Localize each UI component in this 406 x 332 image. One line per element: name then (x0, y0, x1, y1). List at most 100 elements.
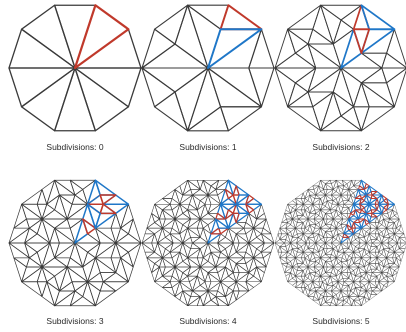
highlight-triangle-blue (94, 179, 117, 196)
mesh-triangle (115, 233, 142, 244)
mesh-triangle (312, 198, 321, 205)
mesh-triangle (314, 194, 321, 199)
mesh-triangle (386, 68, 406, 108)
mesh-triangle (146, 227, 163, 235)
mesh-triangle (325, 183, 334, 190)
mesh-triangle (337, 204, 344, 214)
mesh-triangle (207, 290, 217, 301)
mesh-triangle (313, 215, 324, 220)
mesh-triangle (182, 218, 191, 229)
highlight-triangle-red (363, 183, 370, 190)
mesh-triangle (235, 272, 250, 283)
mesh-triangle (315, 222, 321, 229)
mesh-triangle (320, 272, 331, 277)
mesh-triangle (318, 218, 324, 229)
mesh-triangle (366, 281, 372, 292)
mesh-triangle (287, 4, 322, 30)
mesh-triangle (187, 67, 222, 132)
mesh-triangle (315, 194, 326, 199)
mesh-triangle (325, 200, 331, 211)
mesh-triangle (340, 106, 362, 132)
mesh-triangle (202, 299, 220, 307)
mesh-triangle (336, 251, 345, 258)
mesh-triangle (350, 239, 361, 244)
mesh-triangle (331, 248, 337, 258)
mesh-triangle (309, 272, 316, 277)
highlight-triangle-blue (340, 236, 350, 244)
highlight-triangle-red (82, 218, 97, 235)
mesh-triangle (262, 251, 272, 268)
mesh-triangle (331, 287, 342, 292)
mesh-triangle (189, 275, 198, 292)
mesh-triangle (174, 290, 184, 301)
mesh-triangle (146, 213, 155, 229)
mesh-triangle (274, 239, 285, 244)
mesh-triangle (285, 228, 296, 232)
mesh-triangle (292, 266, 298, 277)
mesh-triangle (325, 261, 334, 268)
mesh-triangle (274, 28, 296, 69)
highlight-triangle-red (357, 185, 365, 190)
mesh-triangle (49, 227, 60, 244)
mesh-triangle (187, 209, 201, 220)
mesh-triangle (182, 290, 193, 297)
mesh-triangle (348, 257, 354, 268)
mesh-triangle (69, 179, 96, 190)
mesh-triangle (220, 275, 237, 283)
mesh-triangle (381, 248, 387, 258)
mesh-triangle (369, 281, 378, 288)
mesh-triangle (303, 251, 313, 256)
mesh-triangle (371, 290, 382, 295)
mesh-triangle (253, 218, 267, 229)
mesh-triangle (353, 82, 370, 108)
highlight-triangle-red (351, 222, 356, 229)
mesh-triangle (179, 203, 188, 214)
mesh-triangle (66, 203, 88, 220)
mesh-triangle (95, 257, 117, 274)
mesh-triangle (95, 227, 117, 244)
mesh-triangle (287, 200, 298, 205)
mesh-triangle (287, 261, 293, 268)
mesh-triangle (315, 242, 321, 253)
mesh-triangle (220, 266, 229, 283)
mesh-triangle (304, 207, 311, 214)
mesh-triangle (369, 233, 378, 240)
mesh-triangle (301, 257, 306, 264)
mesh-triangle (358, 233, 365, 238)
mesh-triangle (348, 272, 354, 282)
mesh-triangle (346, 180, 352, 190)
mesh-triangle (340, 213, 349, 220)
mesh-triangle (376, 257, 387, 262)
mesh-triangle (292, 198, 298, 205)
mesh-triangle (301, 222, 306, 229)
mesh-triangle (312, 180, 321, 187)
mesh-triangle (232, 242, 240, 253)
mesh-triangle (199, 227, 209, 244)
mesh-triangle (202, 179, 212, 196)
mesh-triangle (312, 299, 321, 306)
mesh-triangle (370, 272, 378, 277)
mesh-triangle (340, 261, 349, 268)
mesh-triangle (95, 242, 117, 259)
mesh-triangle (387, 209, 393, 220)
mesh-triangle (202, 179, 220, 187)
panel-3 (8, 179, 142, 307)
highlight-triangle-blue (343, 229, 355, 235)
mesh-triangle (341, 251, 348, 262)
mesh-triangle (169, 233, 184, 244)
highlight-triangle-red (224, 209, 234, 220)
mesh-triangle (315, 242, 326, 247)
mesh-triangle (261, 242, 275, 253)
mesh-triangle (279, 222, 288, 229)
mesh-triangle (325, 209, 332, 214)
highlight-triangle-red (370, 209, 378, 214)
mesh-triangle (41, 266, 68, 277)
mesh-triangle (331, 242, 342, 247)
mesh-triangle (120, 251, 134, 268)
highlight-triangle-red (363, 218, 370, 226)
mesh-triangle (235, 281, 250, 292)
mesh-triangle (199, 266, 217, 273)
mesh-triangle (320, 91, 342, 132)
caption-subdivisions-2: Subdivisions: 2 (312, 142, 370, 152)
mesh-triangle (174, 266, 184, 283)
